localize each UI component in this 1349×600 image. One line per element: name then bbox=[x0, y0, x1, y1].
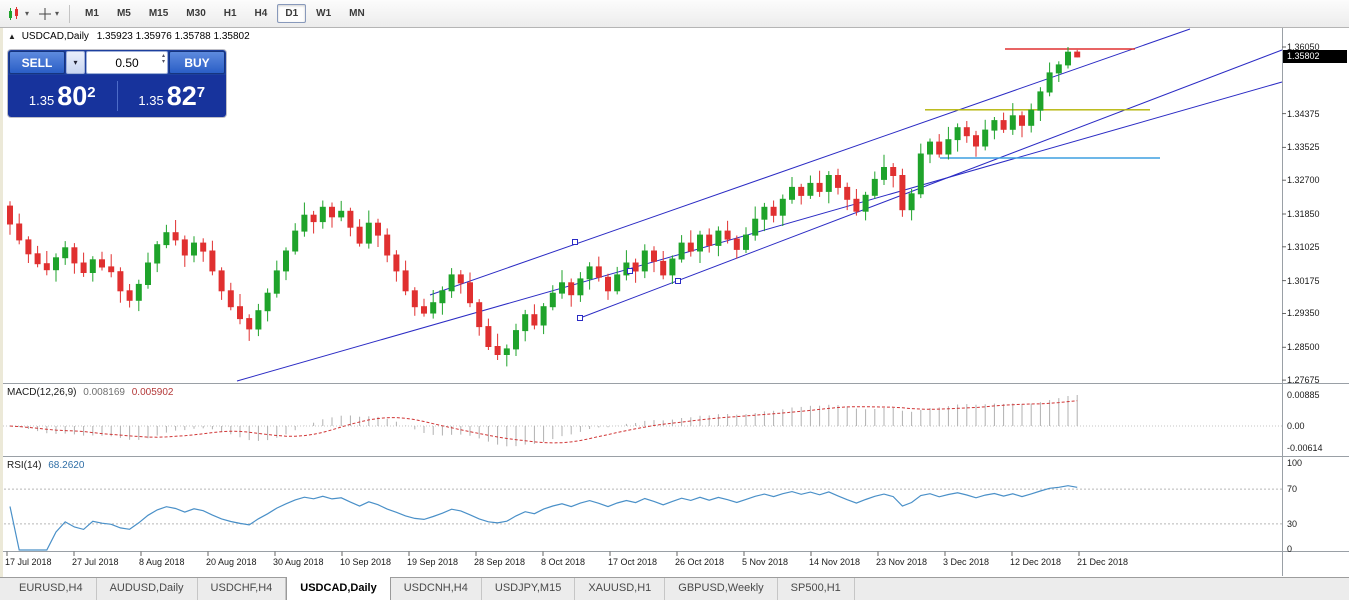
object-anchor[interactable] bbox=[627, 268, 633, 274]
symbol-name: USDCAD,Daily bbox=[21, 31, 89, 42]
macd-indicator-label: MACD(12,26,9) 0.008169 0.005902 bbox=[7, 387, 173, 398]
lot-spinner[interactable]: ▴ ▾ bbox=[162, 53, 165, 65]
timeframe-button[interactable]: W1 bbox=[308, 4, 339, 23]
trade-controls-row: SELL ▾ 0.50 ▴ ▾ BUY bbox=[8, 50, 226, 75]
window-frame bbox=[0, 27, 3, 578]
price-divider bbox=[116, 81, 118, 111]
trade-prices-row: 1.35 802 1.35 827 bbox=[8, 75, 226, 117]
macd-signal-line bbox=[9, 400, 1078, 444]
chart-tab[interactable]: USDCAD,Daily bbox=[286, 577, 391, 600]
timeframe-button[interactable]: M15 bbox=[141, 4, 176, 23]
rsi-line bbox=[9, 485, 1078, 551]
current-price-badge: 1.35802 bbox=[1283, 50, 1347, 64]
ohlc-values: 1.35923 1.35976 1.35788 1.35802 bbox=[96, 31, 250, 42]
macd-name: MACD(12,26,9) bbox=[7, 387, 77, 398]
timeframe-button[interactable]: M30 bbox=[178, 4, 213, 23]
cursor-tools-button[interactable]: ▾ bbox=[33, 4, 63, 24]
toolbar-separator bbox=[69, 4, 71, 23]
chart-tab[interactable]: XAUUSD,H1 bbox=[575, 578, 666, 600]
buy-price-point: 7 bbox=[196, 83, 206, 101]
toolbar: ▾ ▾ M1 M5 M15 M30 H1 H4 D1 W1 MN bbox=[0, 0, 1349, 28]
chart-title: ▲ USDCAD,Daily 1.35923 1.35976 1.35788 1… bbox=[8, 31, 250, 42]
object-anchor[interactable] bbox=[572, 239, 578, 245]
macd-signal-value: 0.005902 bbox=[131, 387, 174, 398]
chart-tab[interactable]: EURUSD,H4 bbox=[6, 578, 97, 600]
chart-type-icon bbox=[9, 6, 18, 20]
chevron-down-icon: ▾ bbox=[55, 9, 60, 18]
trendline[interactable] bbox=[429, 28, 1191, 296]
sell-price-pips: 80 bbox=[57, 80, 88, 111]
buy-price-pips: 82 bbox=[166, 80, 197, 111]
chart-tab[interactable]: USDCNH,H4 bbox=[391, 578, 482, 600]
sell-price[interactable]: 1.35 802 bbox=[8, 81, 117, 112]
buy-button[interactable]: BUY bbox=[169, 51, 225, 74]
macd-value: 0.008169 bbox=[83, 387, 125, 398]
chart-tab[interactable]: GBPUSD,Weekly bbox=[665, 578, 778, 600]
timeframe-button[interactable]: D1 bbox=[277, 4, 307, 23]
spinner-down-icon[interactable]: ▾ bbox=[161, 59, 165, 65]
rsi-name: RSI(14) bbox=[7, 460, 42, 471]
trendline[interactable] bbox=[579, 49, 1283, 319]
lot-dropdown-button[interactable]: ▾ bbox=[66, 51, 85, 74]
sell-price-base: 1.35 bbox=[28, 92, 55, 108]
one-click-trading-panel: SELL ▾ 0.50 ▴ ▾ BUY 1.35 802 1.35 827 bbox=[8, 50, 226, 117]
timeframe-buttons: M1 M5 M15 M30 H1 H4 D1 W1 MN bbox=[76, 4, 374, 23]
sell-button[interactable]: SELL bbox=[9, 51, 65, 74]
chart-tab[interactable]: SP500,H1 bbox=[778, 578, 855, 600]
sell-price-point: 2 bbox=[87, 83, 96, 101]
buy-price[interactable]: 1.35 827 bbox=[118, 81, 227, 112]
timeframe-button[interactable]: H1 bbox=[216, 4, 245, 23]
chart-tab[interactable]: USDJPY,M15 bbox=[482, 578, 576, 600]
rsi-indicator-label: RSI(14) 68.2620 bbox=[7, 460, 84, 471]
object-anchor[interactable] bbox=[577, 315, 583, 321]
timeframe-button[interactable]: M5 bbox=[109, 4, 139, 23]
chart-tab[interactable]: AUDUSD,Daily bbox=[97, 578, 198, 600]
crosshair-cursor-icon bbox=[39, 7, 52, 20]
rsi-value: 68.2620 bbox=[48, 460, 85, 471]
object-anchor[interactable] bbox=[675, 278, 681, 284]
timeframe-button[interactable]: H4 bbox=[247, 4, 276, 23]
buy-price-base: 1.35 bbox=[138, 92, 164, 108]
one-click-collapse-icon[interactable]: ▲ bbox=[8, 32, 16, 41]
spinner-up-icon[interactable]: ▴ bbox=[161, 53, 165, 59]
lot-size-field[interactable]: 0.50 ▴ ▾ bbox=[86, 51, 168, 74]
timeframe-button[interactable]: MN bbox=[341, 4, 373, 23]
lot-size-value: 0.50 bbox=[115, 55, 139, 70]
chart-tab[interactable]: USDCHF,H4 bbox=[198, 578, 287, 600]
trendline[interactable] bbox=[236, 81, 1283, 382]
chart-type-button[interactable]: ▾ bbox=[3, 4, 33, 24]
chart-tabs-bar: EURUSD,H4 AUDUSD,Daily USDCHF,H4 USDCAD,Dai… bbox=[0, 577, 1349, 600]
chevron-down-icon: ▾ bbox=[25, 9, 30, 18]
chevron-down-icon: ▾ bbox=[73, 58, 78, 67]
timeframe-button[interactable]: M1 bbox=[77, 4, 107, 23]
